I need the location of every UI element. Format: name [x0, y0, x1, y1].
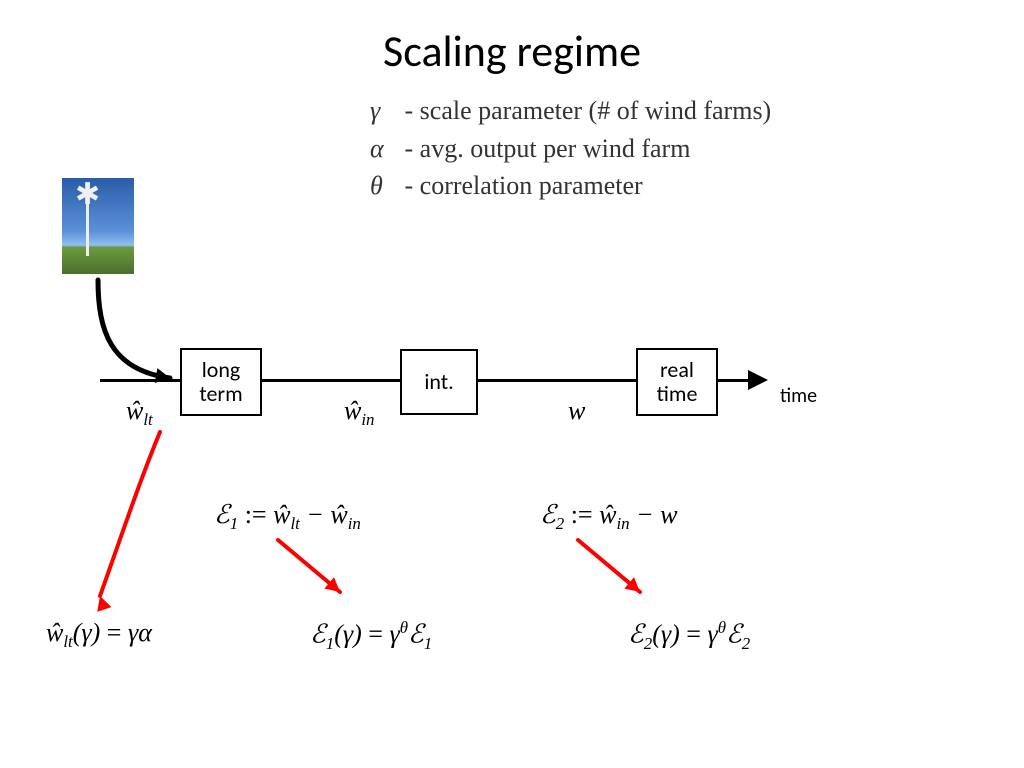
symbol-w-lt: ŵlt	[126, 396, 153, 430]
timeline-arrowhead	[748, 370, 768, 390]
eq-e1-def: ℰ1 := ŵlt − ŵin	[214, 500, 361, 534]
box-long-term: long term	[180, 348, 262, 416]
legend-row: α - avg. output per wind farm	[370, 130, 771, 168]
legend-desc: - scale parameter (# of wind farms)	[405, 96, 772, 125]
legend-row: γ - scale parameter (# of wind farms)	[370, 92, 771, 130]
box-real-time: real time	[636, 348, 718, 416]
box-label: int.	[424, 370, 453, 394]
slide-title: Scaling regime	[0, 24, 1024, 78]
symbol-w-in: ŵin	[344, 396, 374, 430]
box-label: long term	[199, 358, 242, 406]
eq-e2-gamma: ℰ2(γ) = γθℰ2	[628, 618, 750, 654]
axis-label-time: time	[780, 384, 817, 408]
symbol-w: w	[568, 396, 585, 426]
legend-desc: - avg. output per wind farm	[405, 134, 691, 163]
legend-sym: α	[370, 130, 398, 168]
legend-sym: γ	[370, 92, 398, 130]
eq-wlt-gamma: ŵlt(γ) = γα	[46, 618, 152, 652]
legend-sym: θ	[370, 167, 398, 205]
box-int: int.	[400, 349, 478, 415]
eq-e2-def: ℰ2 := ŵin − w	[540, 500, 677, 534]
box-label: real time	[657, 358, 698, 406]
eq-e1-gamma: ℰ1(γ) = γθℰ1	[310, 618, 432, 654]
legend-desc: - correlation parameter	[405, 171, 643, 200]
legend-row: θ - correlation parameter	[370, 167, 771, 205]
parameter-legend: γ - scale parameter (# of wind farms) α …	[370, 92, 771, 205]
wind-turbine-image	[62, 178, 134, 274]
